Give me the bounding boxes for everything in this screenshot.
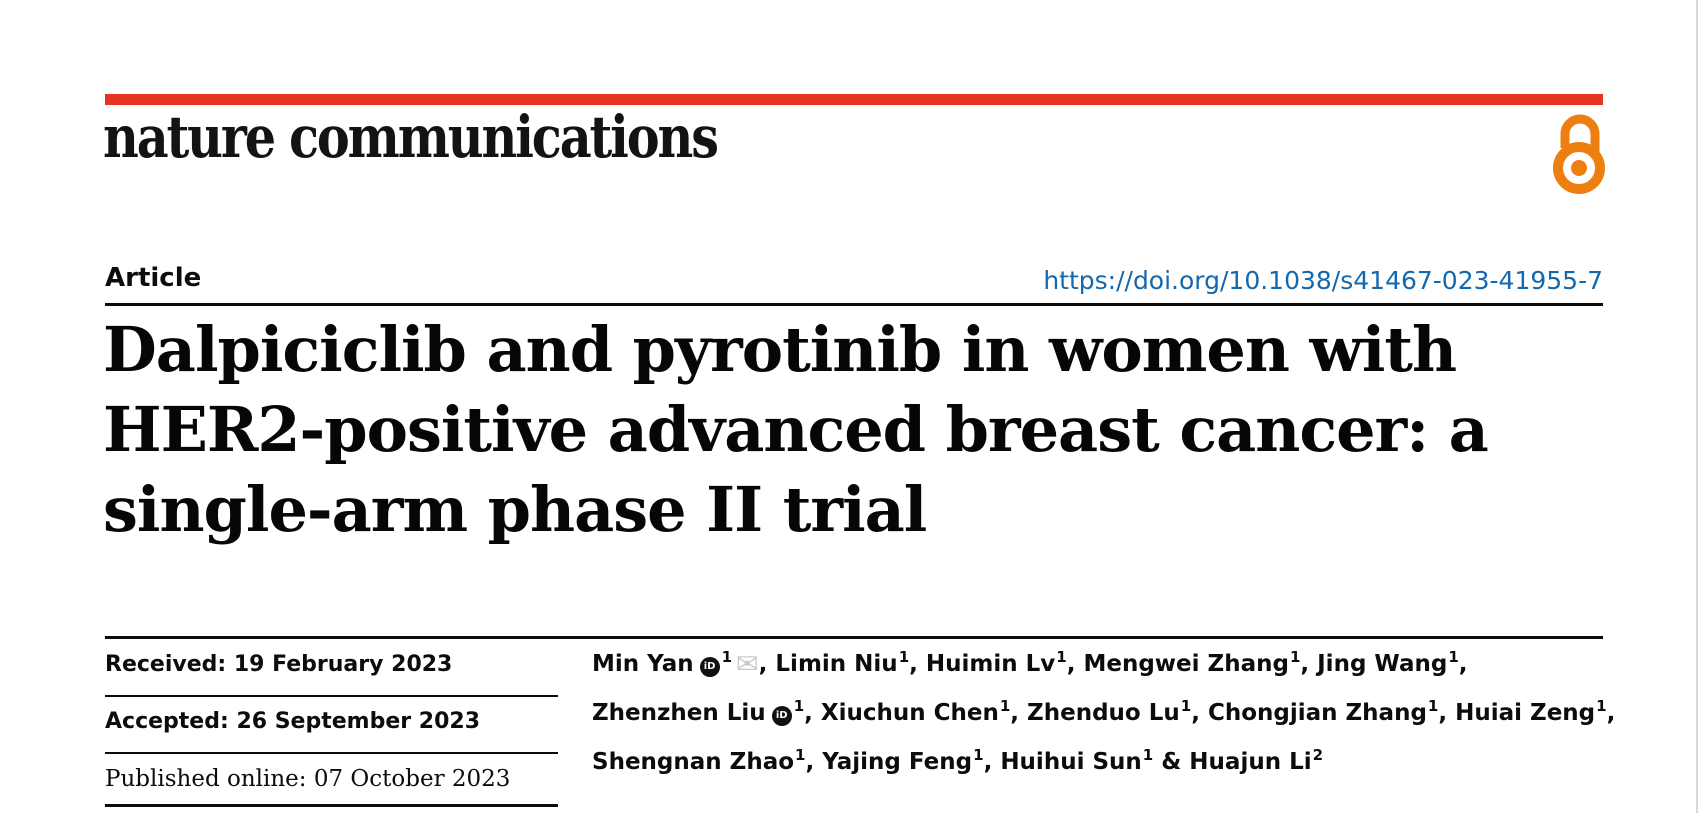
- affiliation-superscript: 2: [1312, 746, 1324, 764]
- author-name: Zhenzhen Liu: [592, 700, 766, 726]
- affiliation-superscript: 1: [898, 648, 910, 666]
- orcid-icon[interactable]: iD: [771, 706, 792, 726]
- affiliation-superscript: 1: [1289, 648, 1301, 666]
- received-date: Received: 19 February 2023: [105, 652, 452, 677]
- accepted-label: Accepted:: [105, 709, 229, 734]
- author-line: Shengnan Zhao1, Yajing Feng1, Huihui Sun…: [592, 746, 1324, 775]
- affiliation-superscript: 1: [795, 746, 806, 764]
- affiliation-superscript: 1: [999, 697, 1011, 715]
- author-line: Min Yan iD1 ✉, Limin Niu1, Huimin Lv1, Men…: [592, 648, 1468, 680]
- affiliation-superscript: 1: [973, 746, 984, 764]
- published-value: 07 October 2023: [313, 766, 511, 792]
- affiliation-superscript: 1: [721, 648, 733, 666]
- author-name: Zhenduo Lu: [1027, 700, 1180, 726]
- date-divider-2: [105, 752, 558, 754]
- published-label: Published online:: [105, 766, 307, 792]
- author-line: Zhenzhen Liu iD1, Xiuchun Chen1, Zhenduo …: [592, 697, 1616, 726]
- author-name: Jing Wang: [1317, 651, 1448, 677]
- affiliation-superscript: 1: [1142, 746, 1154, 764]
- article-title: Dalpiciclib and pyrotinib in women with …: [103, 310, 1623, 550]
- title-line-3: single-arm phase II trial: [103, 473, 927, 546]
- affiliation-superscript: 1: [793, 697, 805, 715]
- title-line-1: Dalpiciclib and pyrotinib in women with: [103, 313, 1457, 386]
- author-name: Shengnan Zhao: [592, 749, 795, 775]
- published-online-date: Published online: 07 October 2023: [105, 766, 510, 792]
- author-name: Huiai Zeng: [1455, 700, 1596, 726]
- doi-link[interactable]: https://doi.org/10.1038/s41467-023-41955…: [1043, 266, 1603, 295]
- author-name: Yajing Feng: [822, 749, 973, 775]
- date-divider-3: [105, 804, 558, 807]
- open-access-icon: [1553, 110, 1605, 198]
- author-name: Mengwei Zhang: [1083, 651, 1289, 677]
- author-name: Huimin Lv: [925, 651, 1056, 677]
- author-name: Min Yan: [592, 651, 694, 677]
- received-label: Received:: [105, 652, 227, 677]
- brand-red-bar: [105, 94, 1603, 105]
- corresponding-author-mail-icon[interactable]: ✉: [736, 649, 759, 680]
- header-divider: [105, 303, 1603, 306]
- orcid-icon[interactable]: iD: [699, 657, 720, 677]
- meta-top-divider: [105, 636, 1603, 639]
- author-name: Xiuchun Chen: [820, 700, 999, 726]
- affiliation-superscript: 1: [1448, 648, 1459, 666]
- affiliation-superscript: 1: [1180, 697, 1192, 715]
- affiliation-superscript: 1: [1596, 697, 1607, 715]
- page-edge-border: [1696, 0, 1698, 813]
- article-type-label: Article: [105, 263, 202, 293]
- title-line-2: HER2-positive advanced breast cancer: a: [103, 393, 1489, 466]
- affiliation-superscript: 1: [1056, 648, 1067, 666]
- received-value: 19 February 2023: [233, 652, 453, 677]
- author-name: Huajun Li: [1189, 749, 1312, 775]
- author-name: Chongjian Zhang: [1207, 700, 1427, 726]
- accepted-date: Accepted: 26 September 2023: [105, 709, 480, 734]
- authors-block: Min Yan iD1 ✉, Limin Niu1, Huimin Lv1, Men…: [592, 641, 1622, 788]
- accepted-value: 26 September 2023: [236, 709, 480, 734]
- affiliation-superscript: 1: [1427, 697, 1439, 715]
- author-name: Huihui Sun: [1000, 749, 1142, 775]
- date-divider-1: [105, 695, 558, 697]
- author-name: Limin Niu: [775, 651, 898, 677]
- journal-logo: nature communications: [103, 103, 719, 171]
